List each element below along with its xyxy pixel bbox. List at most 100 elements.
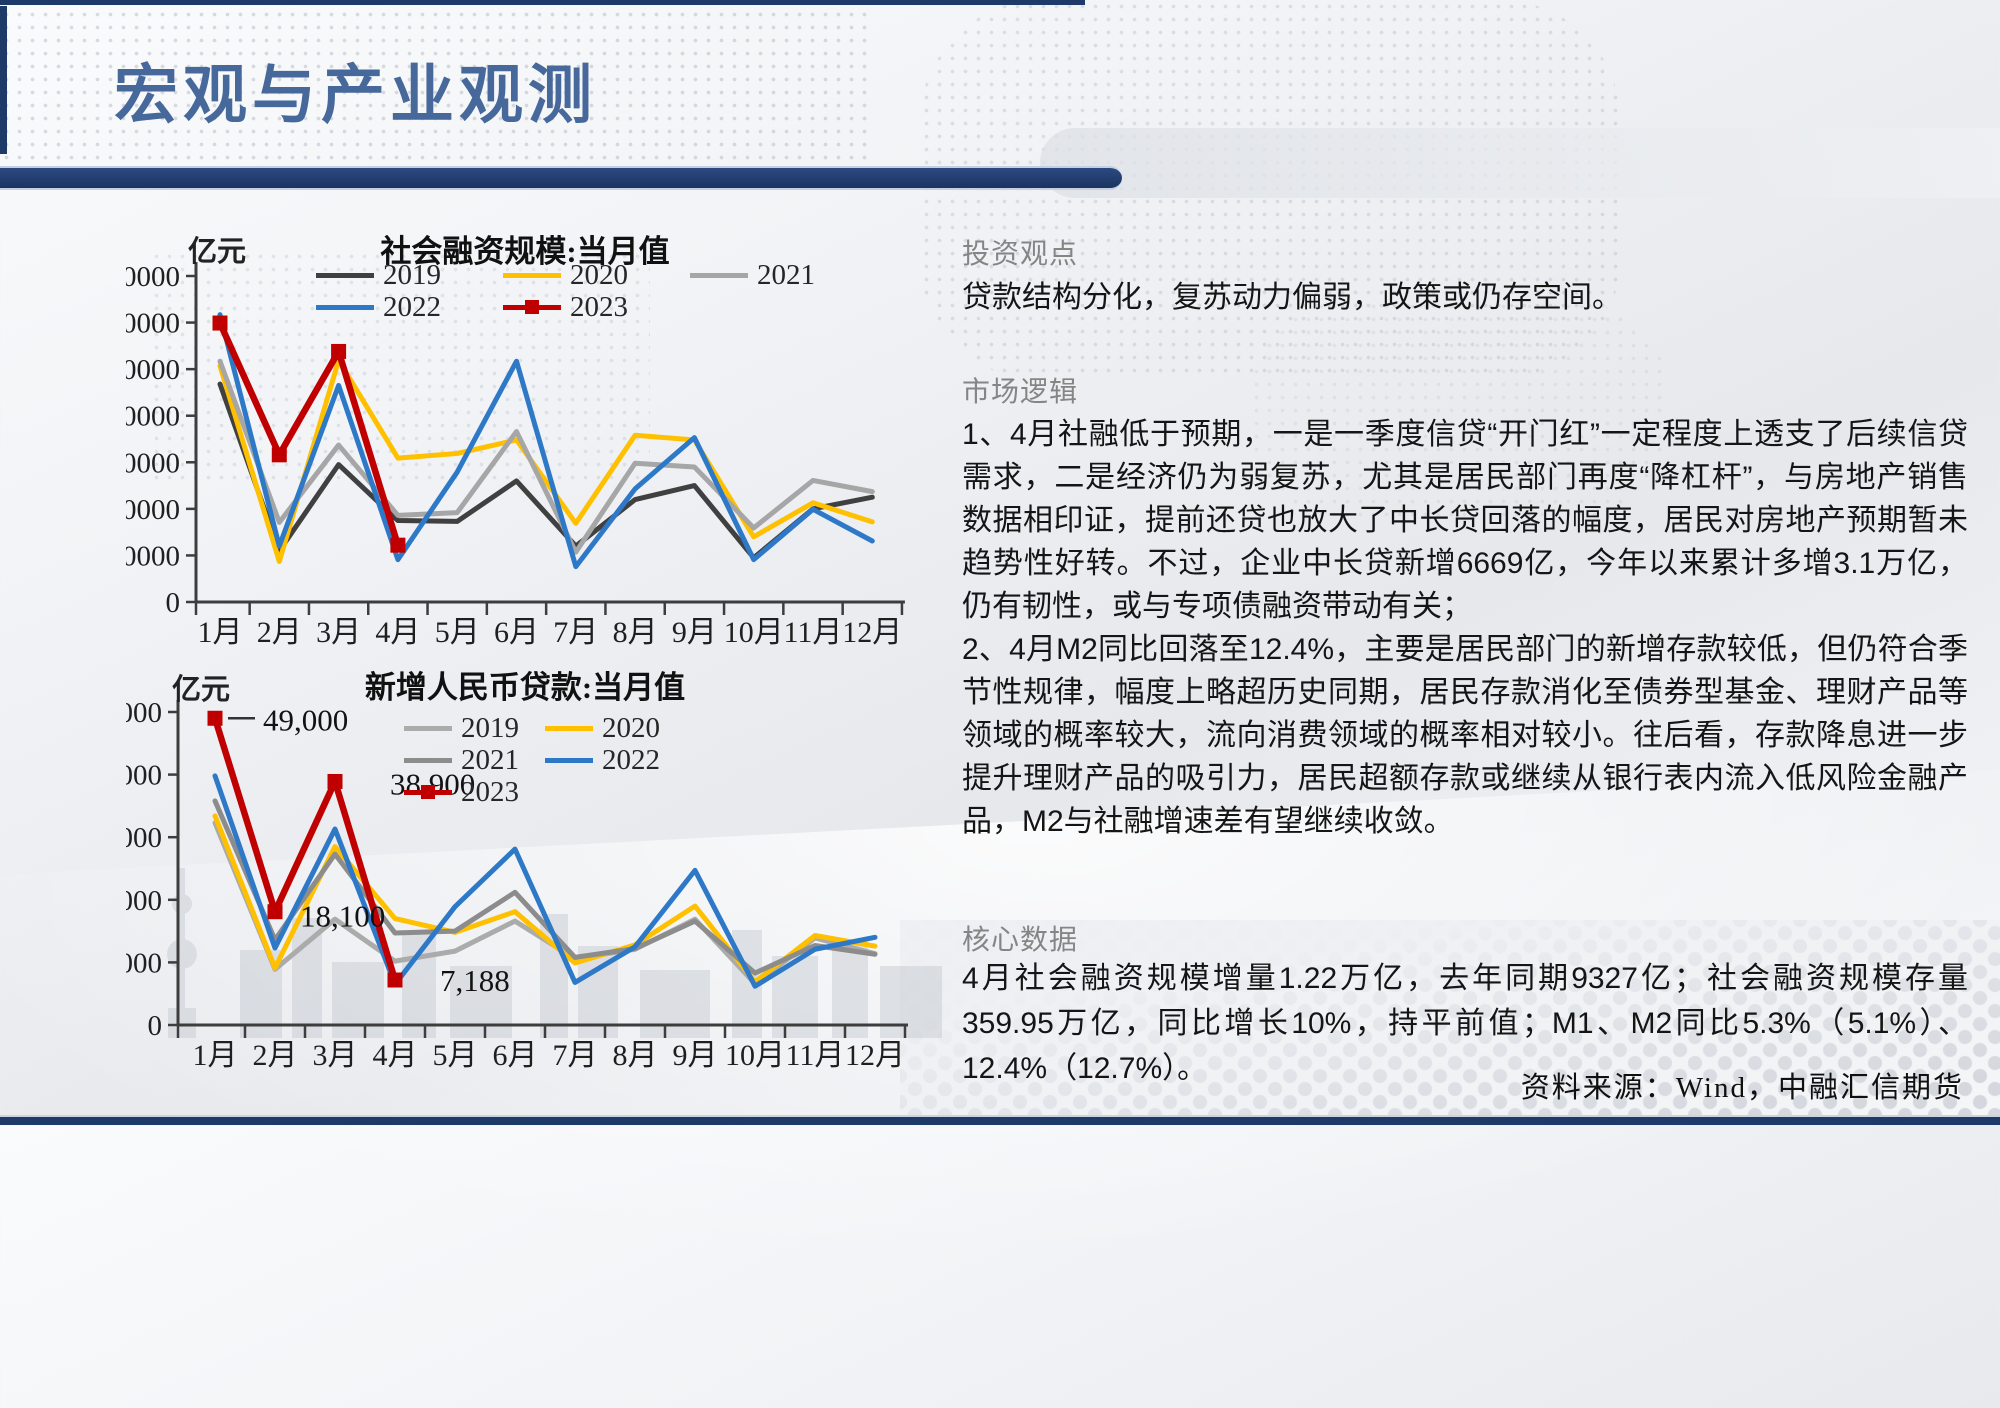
- axis-labels: 0 10000 20000 30000 40000 50000 1月 2月 3月 4月 5月 6月 7月…: [126, 697, 905, 1072]
- chart2-legend: 2019 2020 2021 2022 2023: [404, 711, 695, 808]
- svg-text:12月: 12月: [842, 616, 902, 649]
- axes: [194, 262, 905, 604]
- honeycomb-fade: [900, 920, 2000, 1117]
- chart1-unit-label: 亿元: [188, 236, 247, 268]
- axes: [176, 700, 908, 1027]
- svg-text:10000: 10000: [126, 947, 162, 979]
- legend-line-swatch: [545, 757, 593, 763]
- svg-text:2月: 2月: [253, 1039, 298, 1072]
- svg-text:60000: 60000: [126, 308, 180, 340]
- legend-line-swatch: [404, 785, 452, 799]
- svg-text:1月: 1月: [193, 1039, 238, 1072]
- left-edge-strip: [0, 6, 7, 154]
- svg-text:5月: 5月: [433, 1039, 478, 1072]
- legend-item-2023: 2023: [404, 775, 545, 808]
- legend-line-swatch: [404, 757, 452, 763]
- axis-labels: 0 10000 20000 30000 40000 50000 60000 70000 1月 2月…: [126, 261, 902, 649]
- legend-label: 2021: [757, 258, 815, 291]
- legend-item-2021: 2021: [404, 743, 545, 776]
- series-2020: [217, 357, 875, 564]
- svg-text:10月: 10月: [725, 1039, 785, 1072]
- legend-item-2019: 2019: [404, 711, 545, 744]
- legend-item-2022: 2022: [316, 290, 503, 323]
- legend-square-marker: [525, 300, 539, 314]
- svg-text:10000: 10000: [126, 540, 180, 572]
- chart1-legend: 2019 2020 2021 2022 2023: [316, 258, 876, 323]
- svg-text:7月: 7月: [553, 616, 598, 649]
- svg-text:4月: 4月: [375, 616, 420, 649]
- svg-text:8月: 8月: [613, 616, 658, 649]
- market-logic-paragraph-2: 2、4月M2同比回落至12.4%，主要是居民部门的新增存款较低，但仍符合季节性规…: [962, 633, 1968, 838]
- annotation-49,000: 49,000: [228, 702, 348, 737]
- gray-band-top-right: [1040, 128, 2000, 198]
- svg-text:3月: 3月: [313, 1039, 358, 1072]
- legend-line-swatch: [545, 725, 593, 731]
- series-2022: [212, 773, 878, 989]
- legend-label: 2019: [383, 258, 441, 291]
- legend-label: 2019: [461, 711, 519, 744]
- annotation-18,100: 18,100: [300, 899, 385, 934]
- axis-ticks: [186, 274, 904, 615]
- svg-text:40000: 40000: [126, 760, 162, 792]
- legend-label: 2022: [602, 743, 660, 776]
- svg-text:9月: 9月: [673, 1039, 718, 1072]
- svg-text:30000: 30000: [126, 447, 180, 479]
- investment-view-paragraph: 贷款结构分化，复苏动力偏弱，政策或仍存空间。: [962, 281, 1622, 314]
- svg-text:1月: 1月: [198, 616, 243, 649]
- title-divider-bar: [0, 166, 1122, 190]
- legend-item-2020: 2020: [545, 711, 695, 744]
- svg-text:0: 0: [166, 587, 181, 619]
- section-heading-investment-view: 投资观点: [962, 238, 1079, 269]
- legend-line-swatch: [690, 272, 748, 278]
- legend-label: 2020: [570, 258, 628, 291]
- svg-text:70000: 70000: [126, 261, 180, 293]
- svg-text:0: 0: [148, 1010, 163, 1042]
- axis-ticks: [168, 710, 907, 1038]
- legend-label: 2021: [461, 743, 519, 776]
- svg-text:12月: 12月: [845, 1039, 905, 1072]
- page-title: 宏观与产业观测: [114, 60, 597, 131]
- series-2022: [217, 312, 875, 570]
- core-data-paragraph: 4月社会融资规模增量1.22万亿，去年同期9327亿；社会融资规模存量359.9…: [962, 962, 1968, 1085]
- social-financing-chart: 0 10000 20000 30000 40000 50000 60000 70000 1月 2月…: [126, 261, 905, 649]
- legend-item-2020: 2020: [503, 258, 690, 291]
- section-heading-market-logic: 市场逻辑: [962, 376, 1079, 407]
- core-data-text: 4月社会融资规模增量1.22万亿，去年同期9327亿；社会融资规模存量359.9…: [962, 956, 1968, 1091]
- legend-line-swatch: [404, 725, 452, 731]
- series-2021: [217, 358, 875, 555]
- series-2021: [212, 798, 878, 976]
- legend-label: 2020: [602, 711, 660, 744]
- svg-text:49,000: 49,000: [263, 702, 348, 737]
- svg-text:30000: 30000: [126, 822, 162, 854]
- svg-text:6月: 6月: [493, 1039, 538, 1072]
- legend-label: 2022: [383, 290, 441, 323]
- legend-item-2022: 2022: [545, 743, 695, 776]
- svg-text:20000: 20000: [126, 885, 162, 917]
- legend-line-swatch: [316, 272, 374, 278]
- series-2023: [212, 315, 406, 553]
- section-heading-core-data: 核心数据: [962, 924, 1079, 955]
- svg-text:50000: 50000: [126, 354, 180, 386]
- legend-line-swatch: [503, 300, 561, 314]
- svg-text:7,188: 7,188: [440, 963, 510, 998]
- chart1-title: 社会融资规模:当月值: [380, 234, 670, 269]
- investment-view-text: 贷款结构分化，复苏动力偏弱，政策或仍存空间。: [962, 276, 1968, 319]
- svg-text:18,100: 18,100: [300, 899, 385, 934]
- annotation-7,188: 7,188: [440, 963, 510, 998]
- svg-text:4月: 4月: [373, 1039, 418, 1072]
- legend-label: 2023: [461, 775, 519, 808]
- svg-text:40000: 40000: [126, 401, 180, 433]
- legend-line-swatch: [316, 304, 374, 310]
- svg-text:8月: 8月: [613, 1039, 658, 1072]
- svg-text:50000: 50000: [126, 697, 162, 729]
- svg-text:2月: 2月: [257, 616, 302, 649]
- legend-item-2019: 2019: [316, 258, 503, 291]
- svg-text:9月: 9月: [672, 616, 717, 649]
- svg-text:7月: 7月: [553, 1039, 598, 1072]
- legend-label: 2023: [570, 290, 628, 323]
- legend-item-2021: 2021: [690, 258, 876, 291]
- legend-item-2023: 2023: [503, 290, 690, 323]
- svg-text:11月: 11月: [784, 616, 843, 649]
- svg-text:20000: 20000: [126, 494, 180, 526]
